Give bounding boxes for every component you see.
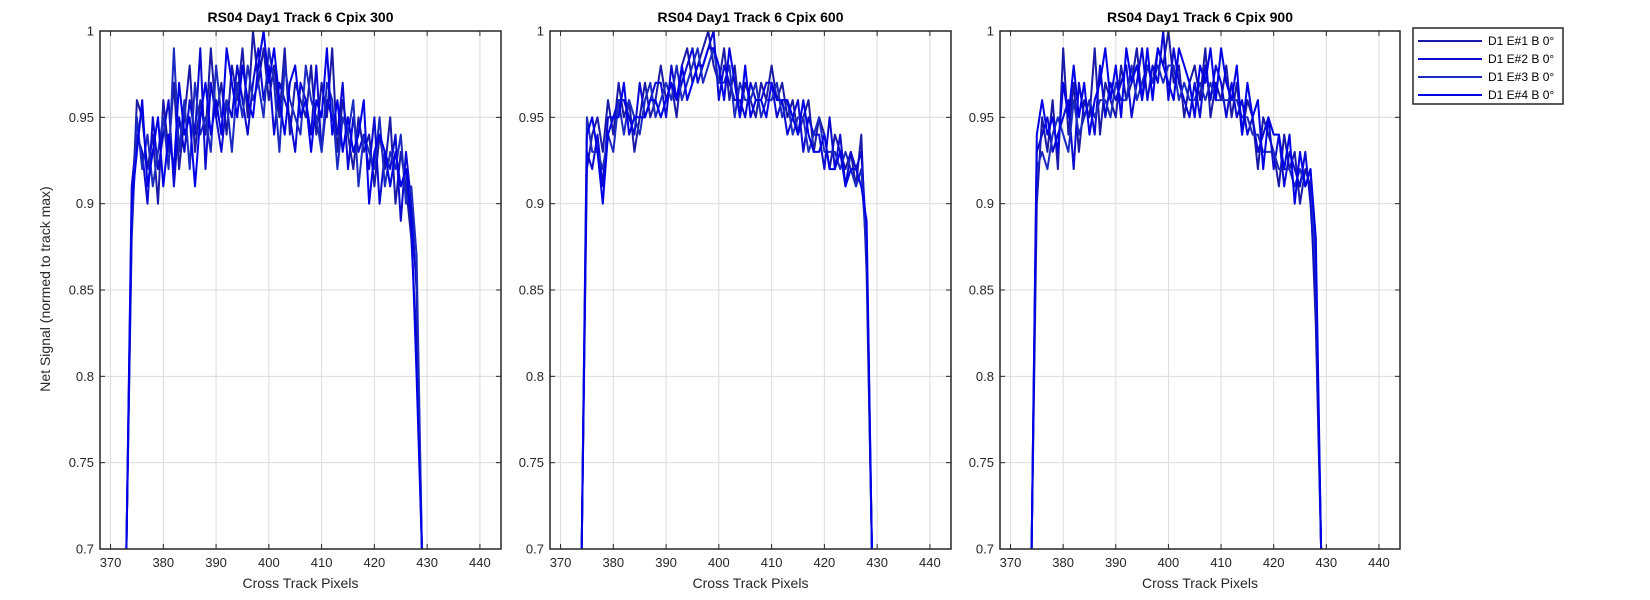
x-tick-label: 410	[761, 555, 783, 570]
x-tick-label: 370	[1000, 555, 1022, 570]
series-line-4	[1030, 47, 1323, 549]
x-tick-label: 400	[258, 555, 280, 570]
x-tick-label: 400	[708, 555, 730, 570]
x-tick-label: 440	[469, 555, 491, 570]
x-tick-label: 380	[602, 555, 624, 570]
x-tick-label: 430	[866, 555, 888, 570]
x-tick-label: 390	[1105, 555, 1127, 570]
y-tick-label: 0.75	[519, 455, 544, 470]
y-tick-label: 0.9	[976, 196, 994, 211]
x-tick-label: 380	[152, 555, 174, 570]
x-tick-label: 410	[311, 555, 333, 570]
x-tick-label: 430	[1315, 555, 1337, 570]
x-tick-label: 390	[205, 555, 227, 570]
y-tick-label: 0.95	[69, 110, 94, 125]
x-tick-label: 370	[100, 555, 122, 570]
y-tick-label: 0.85	[69, 283, 94, 298]
x-tick-label: 410	[1210, 555, 1232, 570]
y-tick-label: 0.8	[976, 369, 994, 384]
series-line-2	[125, 47, 423, 549]
series-line-4	[580, 47, 873, 549]
x-tick-label: 420	[364, 555, 386, 570]
legend-entry-4: D1 E#4 B 0°	[1488, 88, 1554, 102]
legend-entry-1: D1 E#1 B 0°	[1488, 34, 1554, 48]
y-tick-label: 1	[987, 24, 994, 39]
x-axis-label: Cross Track Pixels	[1142, 575, 1258, 591]
y-tick-label: 1	[87, 24, 94, 39]
y-tick-label: 0.7	[526, 542, 544, 557]
y-tick-label: 0.9	[526, 196, 544, 211]
subplot-cpix-900: 370 380 390 400 410 420 430 440 0.7 0.75 0.8 0.85 0.…	[969, 9, 1401, 591]
x-tick-label: 430	[416, 555, 438, 570]
legend: D1 E#1 B 0° D1 E#2 B 0° D1 E#3 B 0° D1 E…	[1412, 27, 1564, 105]
subplot-title: RS04 Day1 Track 6 Cpix 300	[207, 9, 393, 25]
subplot-cpix-300: 370 380 390 400 410 420 430 440 0.7 0.75 0.8 0.85 0.…	[69, 9, 502, 591]
x-tick-label: 440	[1368, 555, 1390, 570]
y-tick-label: 0.9	[76, 196, 94, 211]
y-tick-label: 0.7	[76, 542, 94, 557]
figure-y-axis-label: Net Signal (normed to track max)	[37, 186, 53, 391]
x-axis-label: Cross Track Pixels	[243, 575, 359, 591]
series-group	[1030, 31, 1323, 549]
subplot-cpix-600: 370 380 390 400 410 420 430 440 0.7 0.75 0.8 0.85 0.…	[519, 9, 952, 591]
legend-entry-3: D1 E#3 B 0°	[1488, 70, 1554, 84]
x-tick-label: 440	[919, 555, 941, 570]
y-tick-label: 0.7	[976, 542, 994, 557]
x-tick-label: 420	[814, 555, 836, 570]
legend-entry-2: D1 E#2 B 0°	[1488, 52, 1554, 66]
y-tick-label: 0.95	[519, 110, 544, 125]
x-tick-label: 380	[1052, 555, 1074, 570]
x-tick-label: 390	[655, 555, 677, 570]
y-tick-label: 0.75	[69, 455, 94, 470]
subplot-title: RS04 Day1 Track 6 Cpix 600	[657, 9, 843, 25]
y-tick-label: 0.75	[969, 455, 994, 470]
y-tick-label: 0.95	[969, 110, 994, 125]
x-tick-label: 370	[550, 555, 572, 570]
y-tick-label: 0.8	[526, 369, 544, 384]
y-tick-label: 0.8	[76, 369, 94, 384]
y-tick-label: 1	[537, 24, 544, 39]
subplot-title: RS04 Day1 Track 6 Cpix 900	[1107, 9, 1293, 25]
series-group	[125, 31, 423, 549]
y-tick-label: 0.85	[519, 283, 544, 298]
x-axis-label: Cross Track Pixels	[693, 575, 809, 591]
x-tick-label: 420	[1263, 555, 1285, 570]
x-tick-label: 400	[1158, 555, 1180, 570]
series-group	[580, 31, 873, 549]
y-tick-label: 0.85	[969, 283, 994, 298]
series-line-4	[125, 31, 423, 549]
